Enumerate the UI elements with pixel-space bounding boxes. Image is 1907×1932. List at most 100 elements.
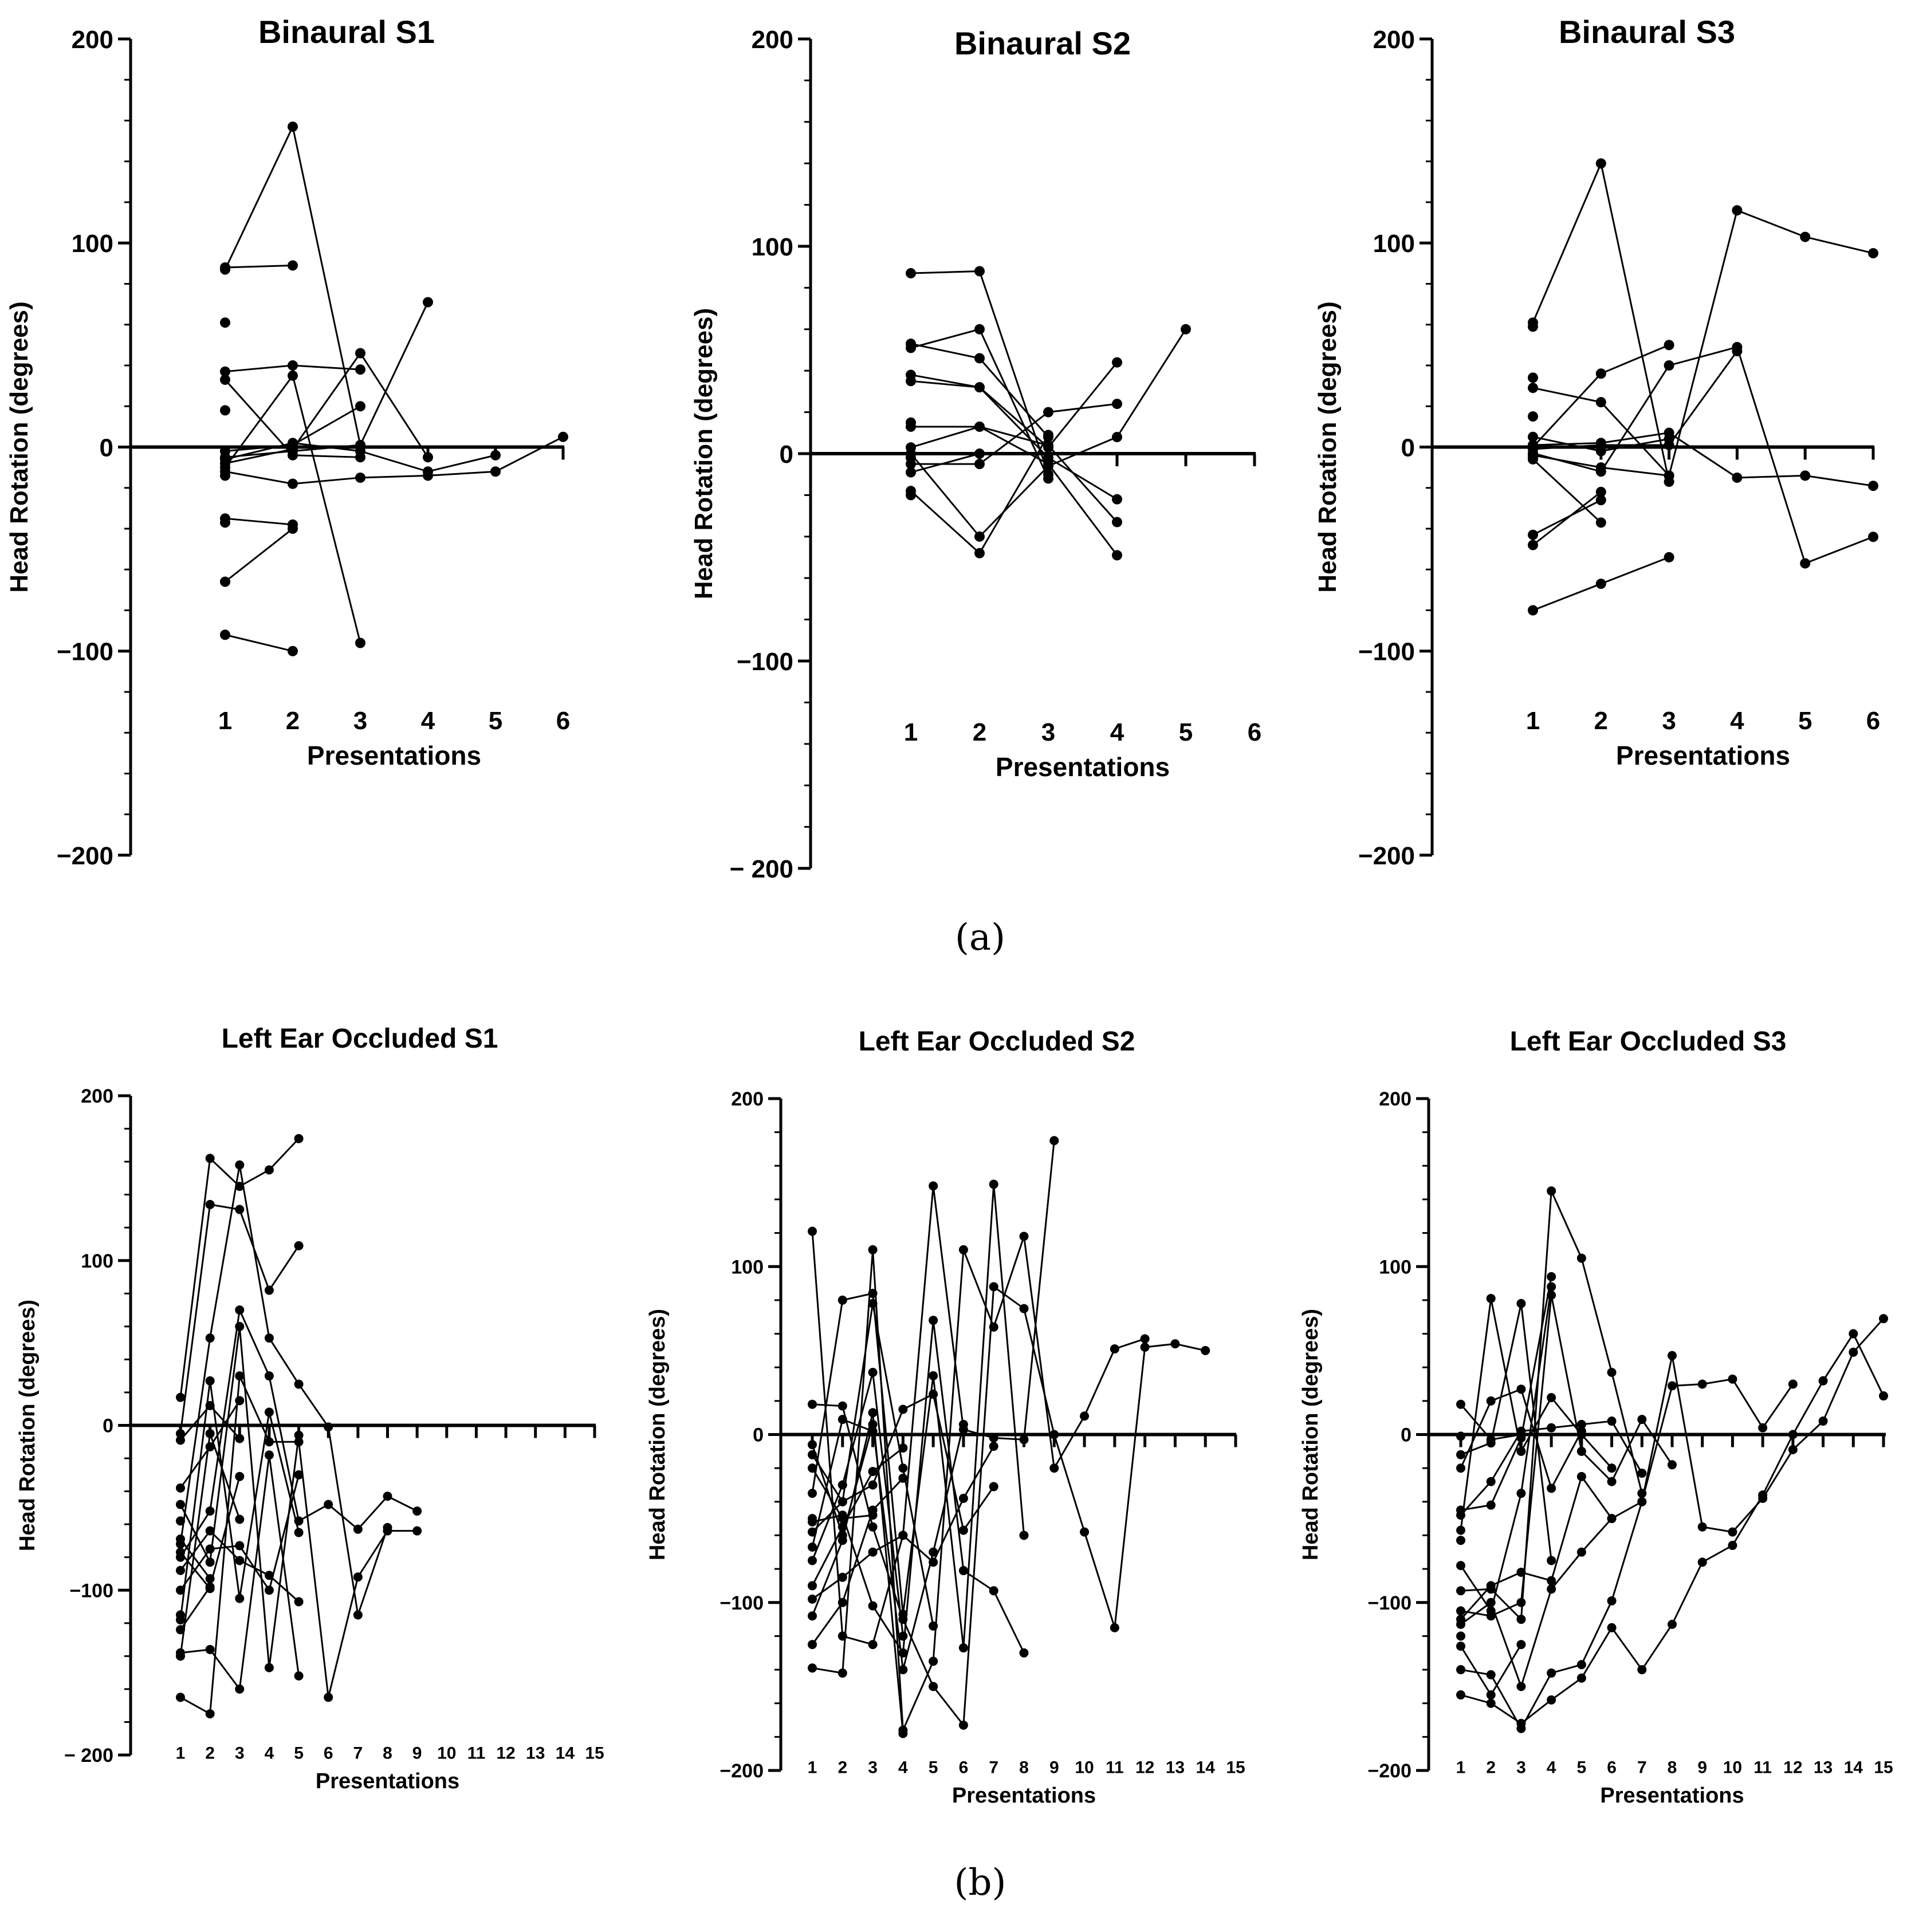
x-tick-label: 7 <box>353 1744 363 1763</box>
data-point <box>1456 1665 1465 1675</box>
x-tick-label: 9 <box>1697 1758 1707 1777</box>
data-point <box>205 1376 215 1386</box>
data-point <box>974 266 985 277</box>
series-line <box>225 264 293 269</box>
data-point <box>1516 1430 1526 1439</box>
series-trial-2 <box>808 1282 1210 1730</box>
series-trial-7 <box>1528 340 1674 452</box>
data-point <box>1528 529 1538 540</box>
chart-5: Left Ear Occluded S2 200 100 0 −100 −200 Head … <box>646 1026 1245 1808</box>
x-tick-label: 2 <box>837 1758 847 1777</box>
data-point <box>235 1321 245 1331</box>
data-point <box>264 1285 274 1295</box>
data-point <box>1547 1668 1556 1678</box>
x-axis-label: Presentations <box>952 1784 1096 1808</box>
data-point <box>958 1419 968 1429</box>
data-point <box>1547 1584 1556 1594</box>
data-point <box>1528 383 1538 394</box>
y-tick-label: 200 <box>81 1085 113 1107</box>
x-tick-label: 3 <box>868 1758 878 1777</box>
data-point <box>974 421 985 432</box>
data-point <box>868 1601 878 1611</box>
y-tick-label: 100 <box>1373 230 1415 258</box>
data-point <box>1664 340 1674 351</box>
series-line <box>1532 351 1738 450</box>
data-point <box>989 1586 998 1596</box>
data-point <box>808 1399 817 1409</box>
x-tick-label: 6 <box>959 1758 969 1777</box>
data-point <box>355 348 365 359</box>
data-point <box>1456 1450 1465 1459</box>
x-tick-label: 4 <box>1730 707 1744 735</box>
data-point <box>868 1367 878 1377</box>
data-point <box>1668 1351 1677 1360</box>
series-trial-14 <box>1528 372 1538 383</box>
data-point <box>176 1693 185 1702</box>
data-point <box>176 1651 185 1661</box>
data-point <box>294 1528 304 1537</box>
series-trial-9 <box>1456 1384 1586 1493</box>
data-point <box>235 1514 245 1524</box>
data-point <box>1110 1623 1119 1632</box>
x-tick-label: 8 <box>383 1744 392 1763</box>
data-point <box>1576 1673 1586 1683</box>
data-point <box>837 1572 847 1582</box>
data-point <box>898 1631 908 1641</box>
y-tick-label: −100 <box>69 1580 113 1602</box>
data-point <box>1595 446 1606 457</box>
caption-a: (a) <box>954 916 1006 959</box>
series-line <box>224 124 361 446</box>
data-point <box>264 1663 274 1673</box>
series-trial-2 <box>176 1199 304 1438</box>
data-point <box>1516 1640 1526 1650</box>
data-point <box>1668 1619 1677 1629</box>
x-tick-label: 4 <box>1547 1758 1556 1777</box>
data-point <box>808 1463 817 1473</box>
data-point <box>1112 357 1122 368</box>
series-trial-15 <box>1528 411 1538 422</box>
data-point <box>288 646 298 656</box>
data-point <box>1486 1293 1496 1303</box>
series-trial-5 <box>808 1179 1029 1652</box>
series-line <box>1460 1474 1613 1620</box>
data-point <box>974 548 985 558</box>
x-axis-label: Presentations <box>307 741 481 770</box>
series-trial-9 <box>220 431 568 489</box>
data-point <box>1516 1597 1526 1607</box>
data-point <box>808 1594 817 1604</box>
data-point <box>989 1433 998 1443</box>
data-point <box>1528 442 1538 452</box>
data-point <box>837 1415 847 1425</box>
series-line <box>1532 160 1670 482</box>
series-trial-9 <box>906 399 1122 470</box>
series-trial-12 <box>808 1473 908 1650</box>
data-point <box>906 417 916 428</box>
y-tick-label: − 200 <box>730 855 793 883</box>
series-trial-14 <box>220 317 230 328</box>
data-point <box>1788 1445 1798 1454</box>
series-trial-10 <box>808 1367 908 1641</box>
data-point <box>294 1241 304 1250</box>
data-point <box>898 1665 908 1675</box>
series-line <box>911 403 1118 465</box>
chart-2: Binaural S2 200 100 0 −100 − 200 Head Rotation… <box>690 25 1261 883</box>
x-tick-label: 11 <box>1106 1758 1124 1777</box>
series-line <box>179 1164 388 1615</box>
x-tick-label: 4 <box>1110 718 1124 746</box>
data-point <box>1547 1272 1556 1281</box>
data-point <box>1732 205 1743 216</box>
data-point <box>264 1450 274 1460</box>
x-tick-label: 5 <box>929 1758 938 1777</box>
data-point <box>898 1404 908 1414</box>
data-point <box>1595 486 1606 497</box>
data-point <box>1528 605 1538 616</box>
data-point <box>1456 1399 1465 1409</box>
series-line <box>812 1320 1025 1656</box>
data-point <box>235 1593 245 1603</box>
x-tick-label: 13 <box>1814 1758 1833 1777</box>
series-trial-5 <box>906 376 1122 505</box>
y-tick-label: −200 <box>719 1760 764 1782</box>
data-point <box>974 459 985 470</box>
data-point <box>1112 432 1122 443</box>
data-point <box>176 1392 185 1402</box>
